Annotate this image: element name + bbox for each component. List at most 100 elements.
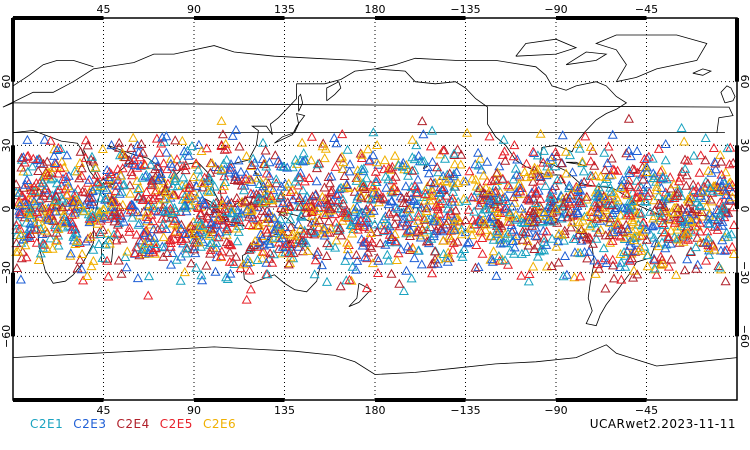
observation-triangle [679, 136, 690, 146]
observation-triangle [625, 210, 636, 220]
observation-triangle [214, 227, 225, 237]
observation-triangle [444, 230, 455, 240]
observation-triangle [375, 238, 386, 248]
observation-triangle [678, 236, 689, 246]
observation-triangle [681, 207, 692, 217]
observation-triangle [514, 182, 525, 192]
observation-triangle [406, 181, 417, 191]
observation-triangle [288, 253, 299, 263]
observation-triangle [473, 261, 484, 271]
observation-triangle [368, 150, 379, 160]
observation-triangle [230, 171, 241, 181]
observation-triangle [508, 191, 519, 202]
observation-triangle [521, 158, 532, 168]
observation-triangle [639, 241, 650, 251]
observation-triangle [425, 141, 436, 151]
observation-triangle [106, 139, 117, 150]
observation-triangle [464, 236, 475, 246]
observation-triangle [53, 223, 64, 233]
top-lon-label: −45 [635, 3, 658, 16]
observation-triangle [33, 165, 44, 175]
observation-triangle [117, 163, 128, 173]
observation-triangle [366, 194, 377, 204]
observation-triangle [442, 203, 453, 213]
observation-triangle [446, 196, 457, 206]
observation-triangle [649, 263, 660, 273]
observation-triangle [62, 181, 74, 191]
observation-triangle [333, 188, 344, 198]
observation-triangle [456, 149, 467, 159]
observation-triangle [545, 216, 557, 226]
observation-triangle [551, 241, 562, 251]
observation-triangle [335, 281, 346, 291]
observation-triangle [508, 174, 519, 184]
observation-triangle [392, 203, 403, 213]
observation-triangle [416, 202, 427, 212]
observation-triangle [43, 212, 54, 222]
observation-triangle [661, 174, 672, 184]
observation-triangle [171, 254, 182, 264]
observation-triangle [700, 155, 711, 165]
observation-triangle [692, 232, 703, 242]
observation-triangle [178, 172, 189, 182]
observation-triangle [705, 182, 716, 192]
observation-triangle [195, 207, 206, 218]
observation-triangle [297, 235, 308, 245]
observation-triangle [637, 169, 648, 179]
observation-triangle [196, 270, 207, 280]
observation-triangle [443, 198, 454, 208]
observation-triangle [56, 156, 67, 166]
observation-triangle [321, 276, 333, 286]
observation-triangle [375, 220, 386, 230]
observation-triangle [50, 158, 62, 168]
observation-triangle [523, 227, 535, 237]
observation-triangle [14, 208, 25, 219]
observation-triangle [451, 166, 462, 176]
observation-triangle [80, 152, 91, 162]
observation-triangle [226, 203, 237, 213]
observation-triangle [217, 219, 228, 229]
observation-triangle [446, 235, 457, 245]
observation-triangle [441, 176, 452, 186]
observation-triangle [184, 182, 195, 192]
observation-triangle [311, 176, 322, 186]
observation-triangle [15, 198, 26, 208]
observation-triangle [87, 185, 98, 195]
observation-triangle [502, 259, 514, 269]
observation-triangle [68, 197, 79, 207]
observation-triangle [221, 154, 232, 164]
observation-triangle [395, 191, 406, 201]
observation-triangle [132, 207, 143, 217]
observation-triangle [122, 246, 133, 256]
observation-triangle [80, 236, 91, 246]
observation-triangle [325, 223, 336, 233]
observation-triangle [129, 154, 140, 164]
observation-triangle [102, 164, 113, 174]
observation-triangle [208, 208, 219, 218]
observation-triangle [582, 253, 593, 263]
observation-triangle [590, 268, 601, 278]
observation-triangle [426, 233, 437, 243]
observation-triangle [60, 183, 71, 193]
observation-triangle [355, 215, 366, 225]
observation-triangle [438, 235, 449, 245]
observation-triangle [462, 238, 473, 248]
observation-triangle [515, 186, 526, 196]
observation-triangle [597, 255, 608, 265]
observation-triangle [15, 229, 26, 239]
observation-triangle [257, 137, 269, 147]
observation-triangle [195, 171, 206, 181]
observation-triangle [530, 230, 541, 240]
observation-triangle [276, 181, 287, 191]
observation-triangle [546, 260, 557, 270]
observation-triangle [121, 207, 133, 217]
observation-triangle [324, 178, 335, 188]
observation-triangle [368, 127, 379, 137]
observation-triangle [170, 135, 181, 145]
observation-triangle [297, 185, 308, 195]
observation-triangle [487, 219, 498, 229]
observation-triangle [267, 257, 278, 267]
observation-triangle [694, 217, 705, 227]
observation-triangle [341, 179, 352, 189]
observation-triangle [688, 150, 699, 160]
